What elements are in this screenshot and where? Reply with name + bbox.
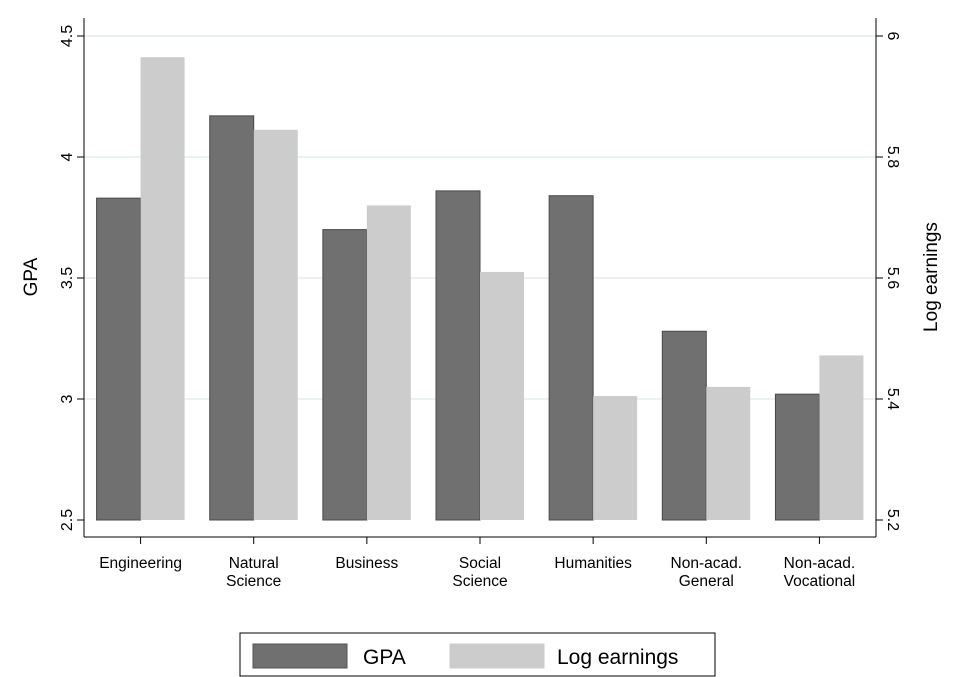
legend-swatch-gpa bbox=[252, 643, 348, 669]
y-tick-label-left-group: 4 bbox=[59, 152, 76, 161]
category-label: Non-acad. bbox=[671, 555, 743, 572]
y-tick-label-right-group: 5.6 bbox=[884, 267, 901, 289]
legend-swatch-log-earnings bbox=[449, 643, 545, 669]
y-tick-label-left: 3 bbox=[59, 394, 76, 403]
y-tick-label-left-group: 3 bbox=[59, 394, 76, 403]
category-label: Science bbox=[452, 573, 507, 590]
bar-gpa bbox=[548, 195, 594, 521]
bar-log-earnings bbox=[480, 271, 524, 520]
category-label: Business bbox=[335, 555, 398, 572]
y-tick-label-left: 4.5 bbox=[59, 25, 76, 47]
y-tick-label-right-group: 5.4 bbox=[884, 388, 901, 410]
bar-log-earnings bbox=[819, 355, 864, 520]
y-tick-label-right: 5.6 bbox=[884, 267, 901, 289]
bar-gpa bbox=[661, 330, 707, 521]
bar-log-earnings bbox=[366, 205, 411, 520]
legend-label-gpa: GPA bbox=[363, 646, 406, 669]
bar-log-earnings bbox=[140, 57, 185, 521]
y-tick-label-right: 5.8 bbox=[884, 146, 901, 168]
bar-gpa bbox=[209, 115, 255, 521]
legend: GPA Log earnings bbox=[239, 632, 716, 677]
y-tick-label-right-group: 6 bbox=[884, 32, 901, 41]
bar-gpa bbox=[774, 393, 820, 521]
bar-log-earnings bbox=[593, 395, 638, 520]
y-tick-label-right-group: 5.2 bbox=[884, 509, 901, 531]
y-tick-label-left-group: 2.5 bbox=[59, 509, 76, 531]
bar-log-earnings bbox=[253, 129, 298, 520]
y-tick-label-left-group: 4.5 bbox=[59, 25, 76, 47]
legend-label-log-earnings: Log earnings bbox=[557, 646, 678, 669]
bar-gpa bbox=[435, 190, 481, 521]
bar-log-earnings bbox=[706, 386, 751, 520]
y-tick-label-right-group: 5.8 bbox=[884, 146, 901, 168]
category-label: Non-acad. bbox=[784, 555, 856, 572]
category-label: Science bbox=[226, 573, 281, 590]
axes: 2.5 3 3.5 4 4.5 5.2 5.4 5.6 5.8 6 bbox=[59, 18, 901, 544]
y-tick-label-left: 3.5 bbox=[59, 267, 76, 289]
y-axis-title-right: Log earnings bbox=[921, 222, 942, 332]
bar-gpa bbox=[322, 229, 368, 521]
y-tick-label-left: 2.5 bbox=[59, 509, 76, 531]
y-tick-label-right: 5.2 bbox=[884, 509, 901, 531]
category-label: Humanities bbox=[554, 555, 632, 572]
y-axis-title-left: GPA bbox=[21, 257, 42, 296]
bars bbox=[96, 57, 864, 521]
y-tick-label-left-group: 3.5 bbox=[59, 267, 76, 289]
y-tick-label-right: 6 bbox=[884, 32, 901, 41]
category-label: Engineering bbox=[99, 555, 182, 572]
category-label: General bbox=[679, 573, 734, 590]
category-label: Natural bbox=[229, 555, 279, 572]
category-label: Vocational bbox=[784, 573, 856, 590]
y-tick-label-right: 5.4 bbox=[884, 388, 901, 410]
y-tick-label-left: 4 bbox=[59, 152, 76, 161]
category-label: Social bbox=[459, 555, 501, 572]
bar-gpa bbox=[96, 197, 142, 521]
